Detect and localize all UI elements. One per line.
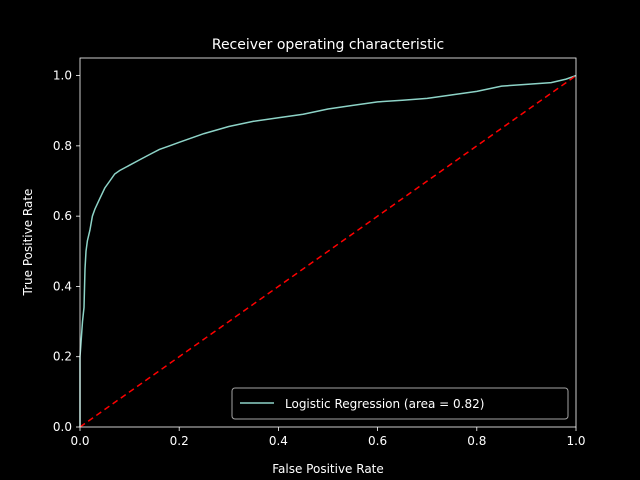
series-layer: [79, 74, 577, 428]
x-tick-label: 0.2: [170, 434, 189, 448]
x-tick-label: 0.8: [467, 434, 486, 448]
roc-curve-line: [79, 74, 577, 427]
y-tick-label: 0.8: [53, 139, 72, 153]
y-tick-label: 1.0: [53, 69, 72, 83]
legend-entry-label: Logistic Regression (area = 0.82): [285, 397, 484, 411]
y-tick-label: 0.2: [53, 350, 72, 364]
y-axis-label: True Positive Rate: [21, 189, 35, 297]
y-axis: 0.0 0.2 0.4 0.6 0.8 1.0: [53, 69, 80, 434]
chart-title: Receiver operating characteristic: [212, 37, 444, 53]
legend-box: [231, 387, 569, 420]
legend: Logistic Regression (area = 0.82): [231, 387, 569, 420]
x-tick-label: 1.0: [566, 434, 585, 448]
y-tick-label: 0.6: [53, 209, 72, 223]
x-tick-label: 0.4: [269, 434, 288, 448]
y-tick-label: 0.4: [53, 279, 72, 293]
x-tick-label: 0.0: [70, 434, 89, 448]
x-axis: 0.0 0.2 0.4 0.6 0.8 1.0: [70, 427, 586, 448]
x-axis-label: False Positive Rate: [272, 462, 384, 476]
chance-diagonal-line: [79, 74, 577, 428]
y-tick-label: 0.0: [53, 420, 72, 434]
plot-frame: [79, 57, 577, 428]
x-tick-label: 0.6: [368, 434, 387, 448]
